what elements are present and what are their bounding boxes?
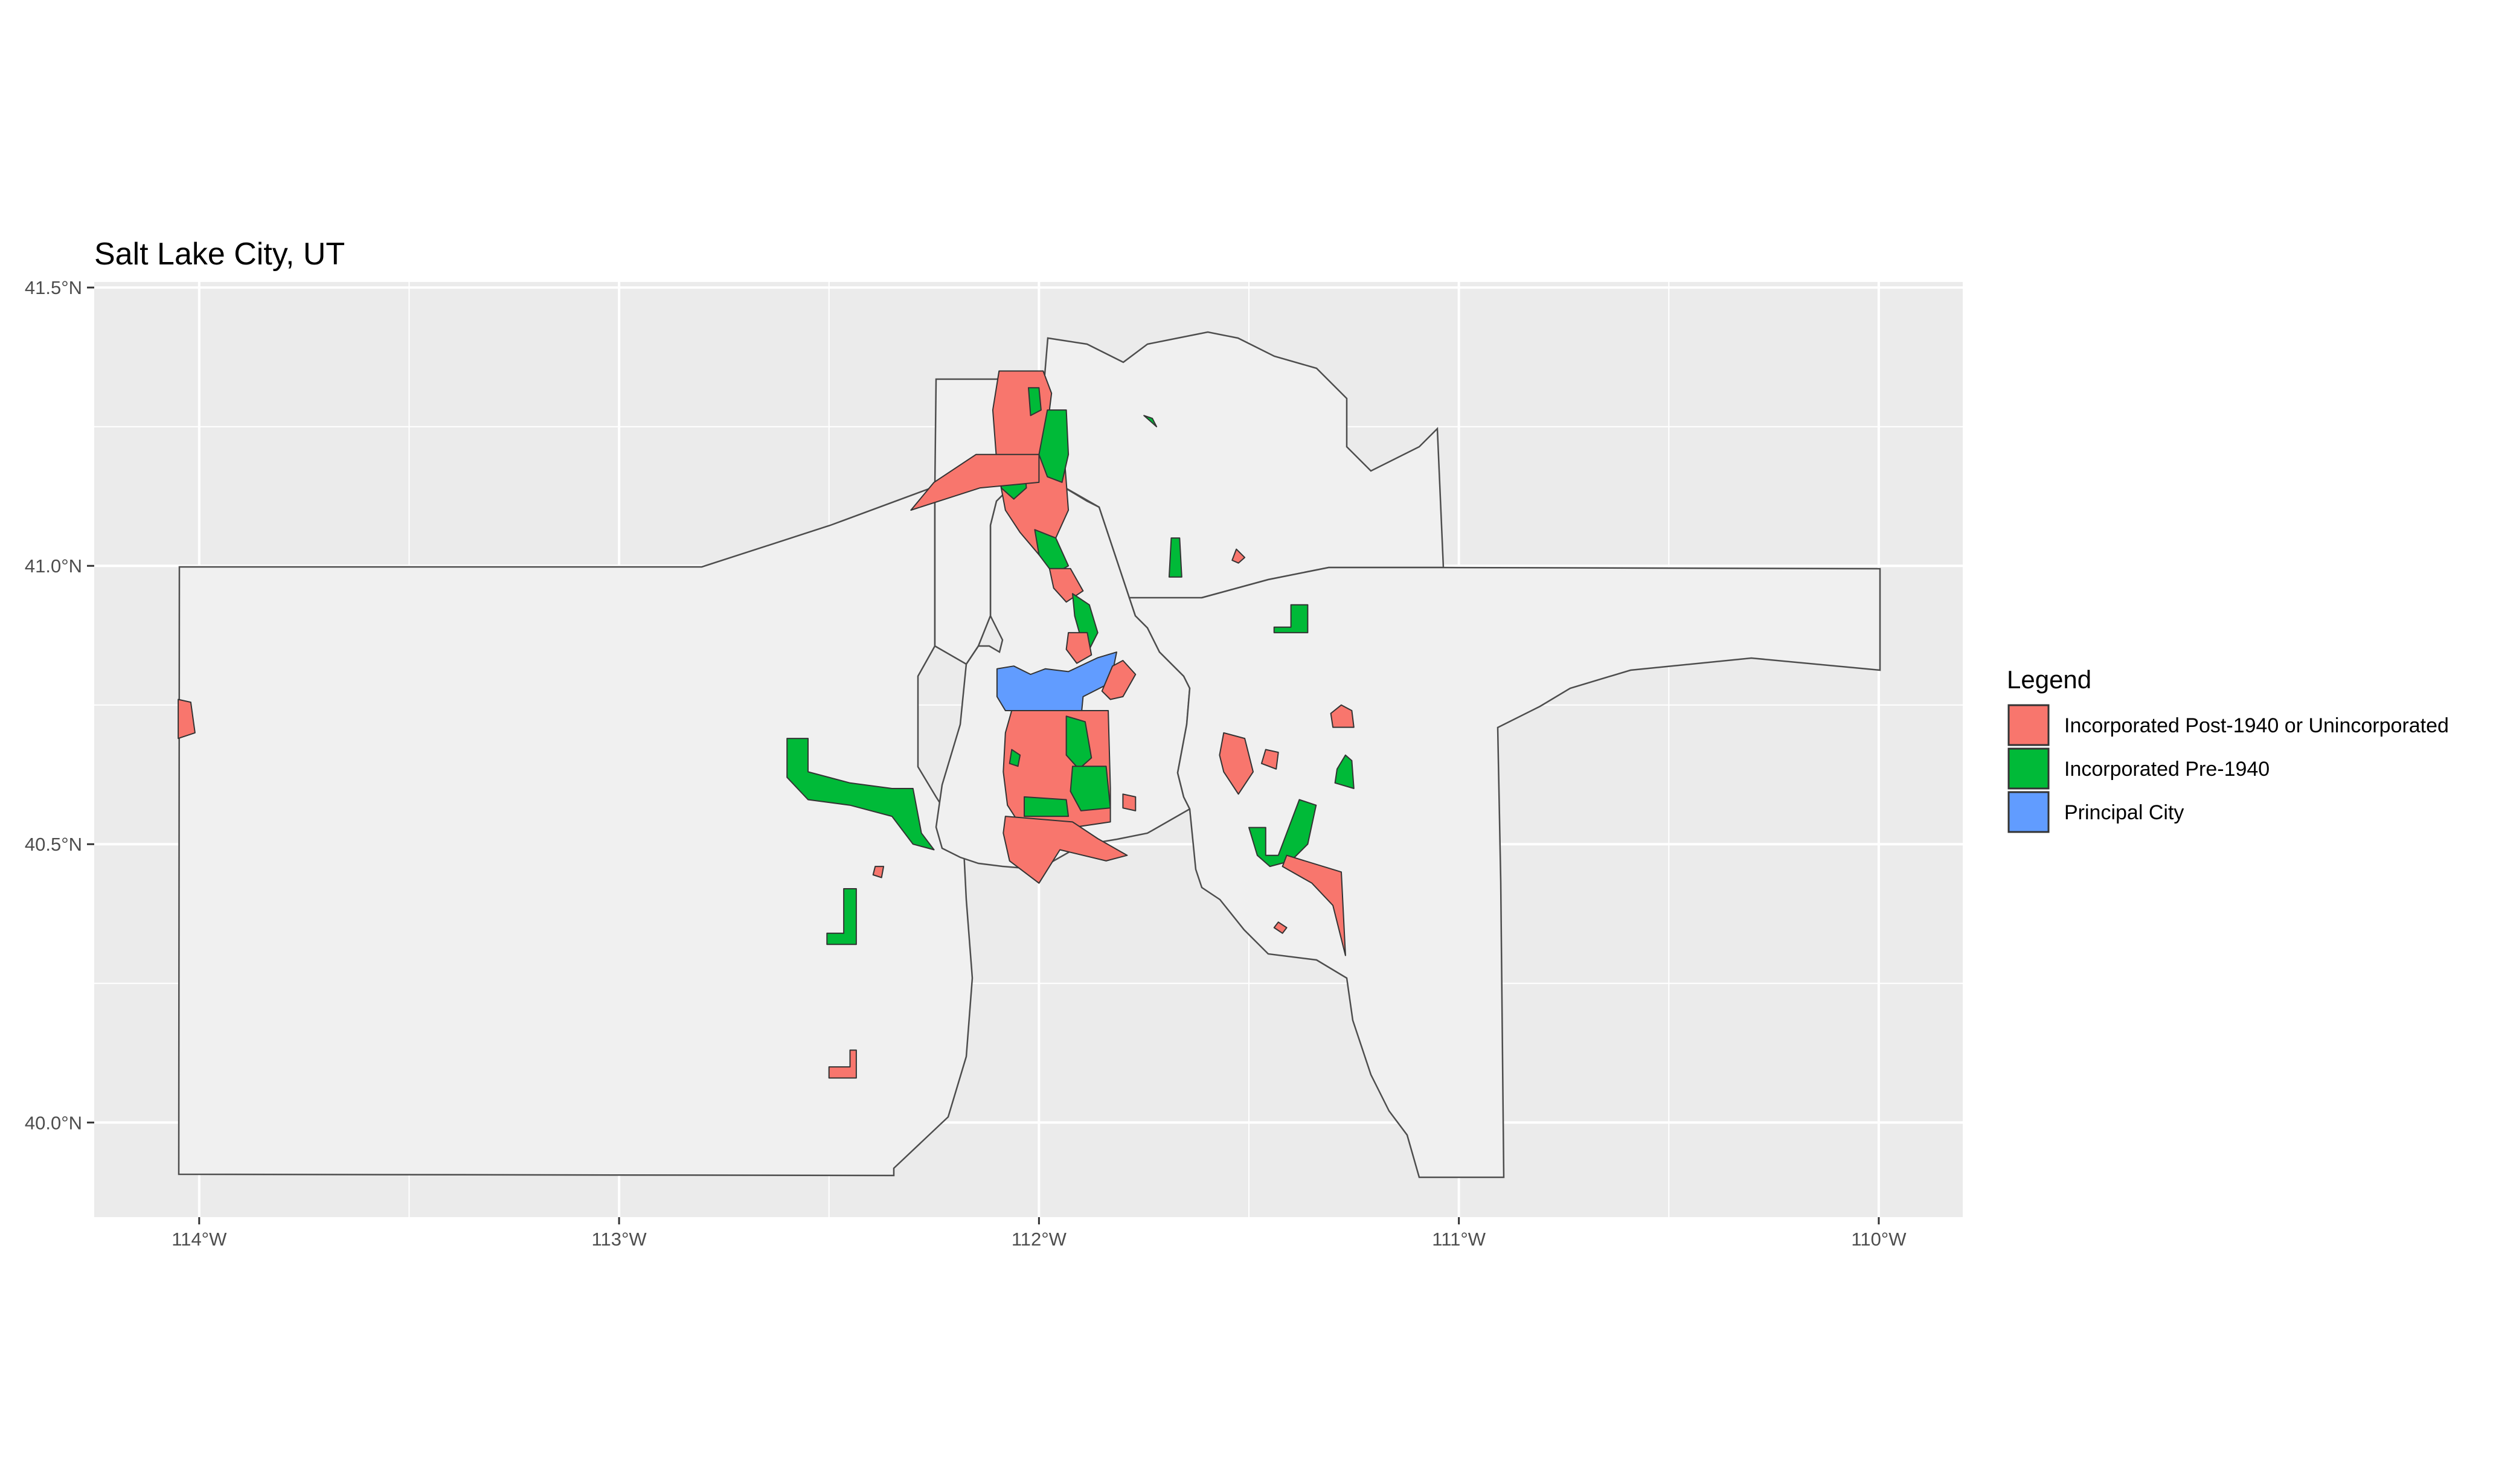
map-region [1101, 660, 1137, 700]
map-region [1024, 796, 1070, 817]
y-tick-label: 41.5°N [25, 277, 82, 298]
map-title: Salt Lake City, UT [94, 237, 345, 272]
map-region [1070, 766, 1111, 811]
map-region [1282, 854, 1346, 956]
map-region [1273, 604, 1309, 633]
map-region [1065, 715, 1092, 770]
map-region [1009, 749, 1021, 767]
map-region [1143, 415, 1158, 427]
y-tick-label: 41.0°N [25, 555, 82, 577]
map-region [1168, 537, 1182, 578]
legend-title: Legend [2007, 665, 2091, 694]
x-tick-label: 111°W [1432, 1229, 1486, 1250]
legend-label: Incorporated Post-1940 or Unincorporated [2064, 714, 2449, 737]
map-region [1003, 816, 1128, 884]
map-region [1330, 704, 1355, 728]
map-region [910, 453, 1040, 511]
y-tick-label: 40.5°N [25, 834, 82, 855]
map-region [1273, 921, 1288, 934]
axis-ticks: 114°W 113°W 112°W 111°W 110°W 40.0°N 40.5°N 41.… [25, 277, 1907, 1250]
map-region [1065, 632, 1092, 664]
map-region [1231, 548, 1246, 564]
legend-key [2007, 704, 2050, 746]
map-region [178, 699, 196, 740]
map-region [1122, 793, 1137, 811]
x-tick-label: 113°W [592, 1229, 647, 1250]
legend-label: Principal City [2064, 801, 2184, 824]
map-region [872, 866, 885, 878]
map-region [1248, 799, 1317, 868]
map-region [786, 738, 935, 851]
legend-key [2007, 791, 2050, 833]
y-tick-label: 40.0°N [25, 1112, 82, 1133]
county-outline-summit [1128, 566, 1881, 1179]
map-region [826, 888, 857, 945]
map-region [1219, 732, 1254, 795]
map-region [1334, 754, 1355, 789]
map-region [1028, 387, 1042, 417]
legend-label: Incorporated Pre-1940 [2064, 758, 2270, 781]
x-tick-label: 114°W [172, 1229, 227, 1250]
x-tick-label: 112°W [1012, 1229, 1067, 1250]
legend: Legend Incorporated Post-1940 or Unincor… [2007, 665, 2449, 833]
map-regions [178, 370, 1355, 1079]
map-panel: 114°W 113°W 112°W 111°W 110°W 40.0°N 40.5°N 41.… [25, 277, 1963, 1250]
legend-key [2007, 747, 2050, 790]
map-region [1260, 749, 1279, 770]
legend-items: Incorporated Post-1940 or Unincorporated… [2007, 704, 2449, 833]
x-tick-label: 110°W [1851, 1229, 1907, 1250]
map-region [828, 1049, 857, 1079]
